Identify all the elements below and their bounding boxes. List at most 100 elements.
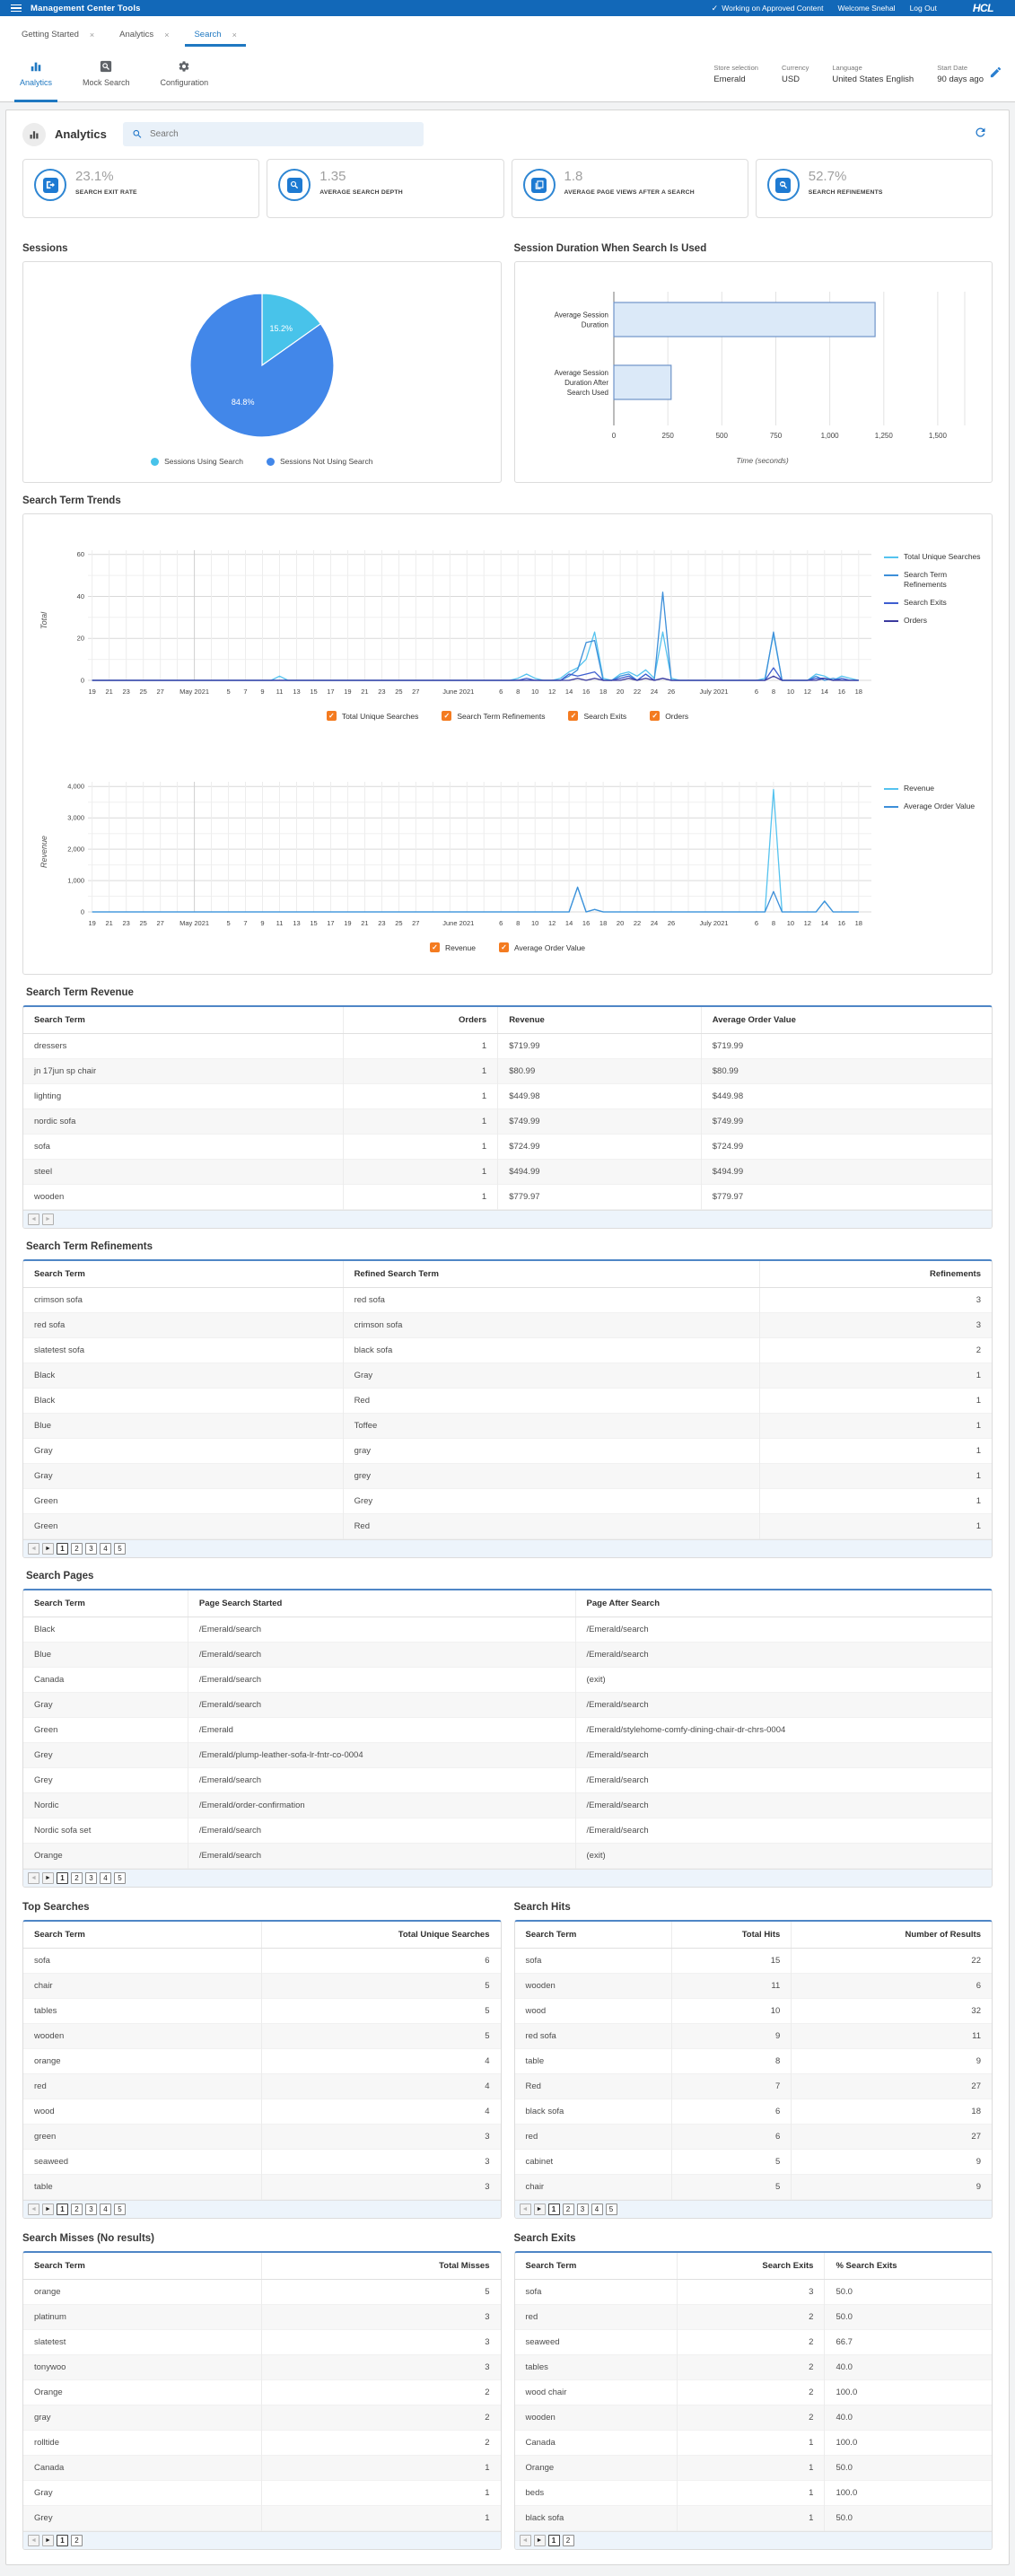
column-header[interactable]: Page Search Started [188, 1590, 576, 1617]
page-button[interactable]: 1 [57, 2204, 68, 2215]
page-button[interactable]: 3 [85, 1872, 97, 1884]
prev-page-button[interactable]: ◄ [28, 1543, 39, 1555]
page-button[interactable]: 4 [100, 1872, 111, 1884]
column-header[interactable]: Number of Results [791, 1922, 992, 1949]
next-page-button[interactable]: ► [533, 2204, 546, 2215]
next-page-button[interactable]: ► [42, 2204, 54, 2215]
trends-revenue-chart[interactable]: 0 1,000 2,000 3,000 4,000 19 21 23 25 27 May 2021 5… [56, 773, 877, 930]
page-button[interactable]: 1 [547, 2535, 560, 2546]
tab-analytics[interactable]: Analytics × [107, 24, 181, 47]
pie-legend-item[interactable]: Sessions Not Using Search [266, 457, 372, 466]
trends-total-chart[interactable]: 0 20 40 60 19 21 23 25 27 May 2021 5 7 9 11 13 15 17 19 21… [56, 541, 877, 698]
context-store-selection[interactable]: Store selection Emerald [713, 64, 758, 84]
page-button[interactable]: 5 [605, 2204, 617, 2215]
approved-content-status[interactable]: ✓ Working on Approved Content [711, 3, 824, 13]
prev-page-button[interactable]: ◄ [519, 2535, 531, 2546]
edit-settings-button[interactable] [989, 66, 1002, 83]
tab-search[interactable]: Search × [181, 24, 249, 47]
checkbox-checked-icon[interactable]: ✓ [429, 942, 440, 952]
series-checkbox-revenue[interactable]: ✓ Revenue [429, 942, 476, 952]
page-button[interactable]: 2 [71, 1872, 83, 1884]
page-button[interactable]: 4 [100, 1543, 111, 1555]
page-button[interactable]: 5 [114, 2204, 126, 2215]
next-page-button[interactable]: ► [42, 1214, 54, 1225]
context-currency[interactable]: Currency USD [782, 64, 809, 84]
page-button[interactable]: 4 [591, 2204, 603, 2215]
column-header[interactable]: Search Term [514, 1922, 673, 1949]
page-button[interactable]: 1 [57, 2535, 68, 2546]
column-header[interactable]: Search Term [23, 2253, 263, 2280]
prev-page-button[interactable]: ◄ [28, 1872, 39, 1884]
prev-page-button[interactable]: ◄ [28, 1214, 39, 1225]
table-cell: Canada [23, 2455, 263, 2481]
checkbox-checked-icon[interactable]: ✓ [568, 711, 579, 721]
page-button[interactable]: 2 [562, 2535, 574, 2546]
next-page-button[interactable]: ► [42, 1872, 54, 1884]
column-header[interactable]: Orders [343, 1007, 499, 1034]
page-button[interactable]: 1 [57, 1872, 68, 1884]
page-button[interactable]: 2 [562, 2204, 574, 2215]
column-header[interactable]: Search Exits [677, 2253, 826, 2280]
checkbox-checked-icon[interactable]: ✓ [442, 711, 452, 721]
welcome-user[interactable]: Welcome Snehal [837, 4, 896, 13]
context-start-date[interactable]: Start Date 90 days ago [937, 64, 984, 84]
tab-close-icon[interactable]: × [232, 30, 237, 39]
hamburger-menu-icon[interactable] [11, 4, 22, 13]
column-header[interactable]: Refined Search Term [343, 1261, 760, 1288]
toolbar-item-analytics[interactable]: Analytics [13, 47, 59, 102]
tab-close-icon[interactable]: × [164, 30, 170, 39]
column-header[interactable]: % Search Exits [824, 2253, 992, 2280]
page-button[interactable]: 3 [85, 1543, 97, 1555]
column-header[interactable]: Search Term [23, 1261, 344, 1288]
checkbox-checked-icon[interactable]: ✓ [326, 711, 337, 721]
column-header[interactable]: Refinements [759, 1261, 992, 1288]
toolbar-item-configuration[interactable]: Configuration [153, 47, 216, 102]
column-header[interactable]: Average Order Value [701, 1007, 992, 1034]
page-button[interactable]: 4 [100, 2204, 111, 2215]
pie-legend-item[interactable]: Sessions Using Search [151, 457, 243, 466]
page-button[interactable]: 2 [71, 2204, 83, 2215]
series-checkbox-search-exits[interactable]: ✓ Search Exits [568, 711, 626, 721]
column-header[interactable]: Total Unique Searches [261, 1922, 501, 1949]
series-checkbox-average-order-value[interactable]: ✓ Average Order Value [498, 942, 585, 952]
series-checkbox-search-term-refinements[interactable]: ✓ Search Term Refinements [442, 711, 545, 721]
prev-page-button[interactable]: ◄ [519, 2204, 531, 2215]
tab-getting-started[interactable]: Getting Started × [9, 24, 107, 47]
series-checkbox-total-unique-searches[interactable]: ✓ Total Unique Searches [326, 711, 418, 721]
page-button[interactable]: 3 [576, 2204, 589, 2215]
context-language[interactable]: Language United States English [832, 64, 914, 84]
refresh-button[interactable] [974, 126, 987, 144]
prev-page-button[interactable]: ◄ [28, 2204, 39, 2215]
next-page-button[interactable]: ► [42, 1543, 54, 1555]
column-header[interactable]: Page After Search [575, 1590, 992, 1617]
page-button[interactable]: 2 [71, 2535, 83, 2546]
tab-close-icon[interactable]: × [89, 30, 95, 39]
column-header[interactable]: Revenue [497, 1007, 702, 1034]
table-cell: 6 [485, 1956, 490, 1966]
page-button[interactable]: 1 [57, 1543, 68, 1555]
column-header[interactable]: Total Misses [261, 2253, 501, 2280]
prev-page-button[interactable]: ◄ [28, 2535, 39, 2546]
checkbox-checked-icon[interactable]: ✓ [498, 942, 509, 952]
page-button[interactable]: 5 [114, 1543, 126, 1555]
page-button[interactable]: 1 [547, 2204, 560, 2215]
logout-link[interactable]: Log Out [909, 4, 937, 13]
page-button[interactable]: 3 [85, 2204, 97, 2215]
column-header[interactable]: Total Hits [671, 1922, 792, 1949]
next-page-button[interactable]: ► [42, 2535, 54, 2546]
search-box[interactable] [122, 122, 424, 146]
series-checkbox-orders[interactable]: ✓ Orders [650, 711, 688, 721]
sessions-pie-chart[interactable]: 15.2% 84.8% [29, 278, 495, 453]
toolbar-item-mock-search[interactable]: Mock Search [75, 47, 137, 102]
page-button[interactable]: 2 [71, 1543, 83, 1555]
column-header[interactable]: Search Term [23, 1922, 263, 1949]
column-header[interactable]: Search Term [23, 1590, 188, 1617]
column-header[interactable]: Search Term [514, 2253, 678, 2280]
page-button[interactable]: 5 [114, 1872, 126, 1884]
next-page-button[interactable]: ► [533, 2535, 546, 2546]
table-cell: Canada [23, 1667, 188, 1693]
column-header[interactable]: Search Term [23, 1007, 344, 1034]
checkbox-checked-icon[interactable]: ✓ [650, 711, 661, 721]
search-input[interactable] [149, 129, 415, 139]
